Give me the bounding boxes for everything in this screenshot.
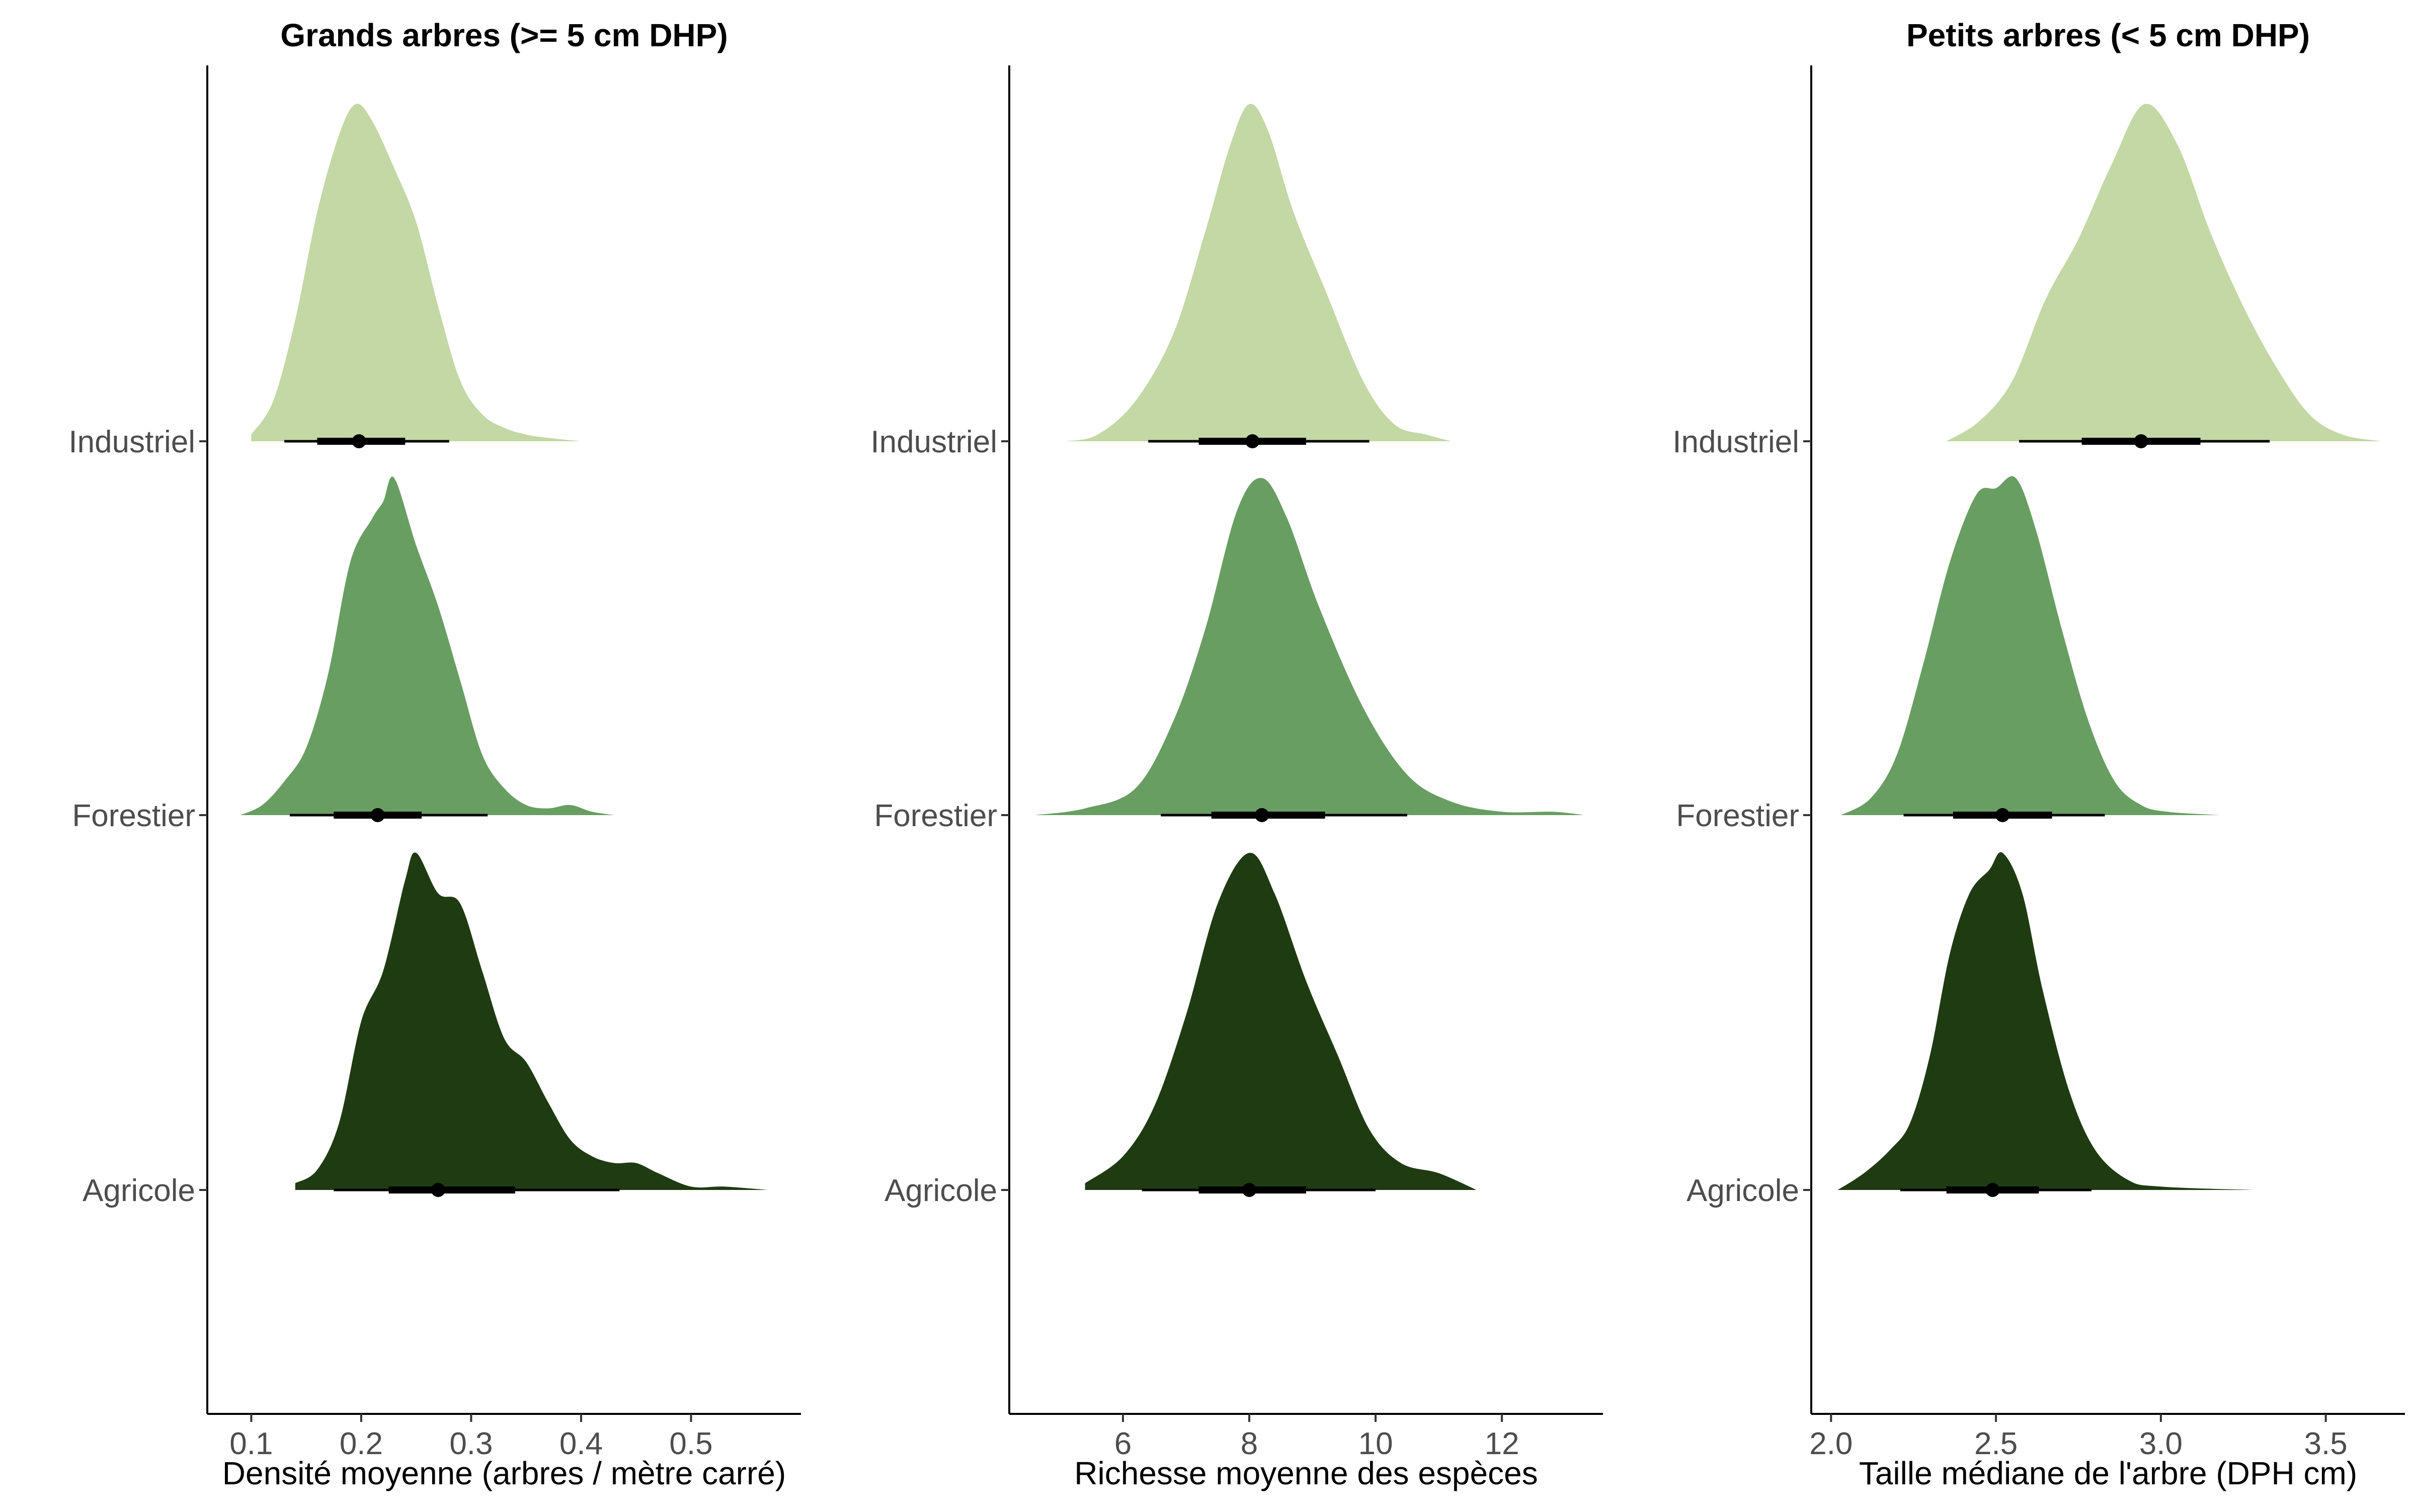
x-tick-label: 2.5 <box>1974 1426 2018 1461</box>
median-point-forestier <box>1995 808 2010 822</box>
category-label-forestier: Forestier <box>72 799 195 833</box>
x-tick-label: 12 <box>1485 1426 1519 1461</box>
median-point-agricole <box>1242 1183 1257 1197</box>
median-point-forestier <box>370 808 385 822</box>
density-ridge-forestier <box>1034 478 1584 815</box>
median-point-agricole <box>1985 1183 2000 1197</box>
x-axis-title: Richesse moyenne des espèces <box>1074 1455 1538 1491</box>
x-tick-label: 3.0 <box>2139 1426 2183 1461</box>
panel-title: Grands arbres (>= 5 cm DHP) <box>280 17 728 53</box>
category-label-forestier: Forestier <box>1676 799 1799 833</box>
density-ridge-industriel <box>1946 104 2382 441</box>
median-point-forestier <box>1255 808 1269 822</box>
x-tick-label: 0.5 <box>669 1426 712 1461</box>
x-tick-label: 10 <box>1358 1426 1393 1461</box>
density-ridge-forestier <box>240 476 614 815</box>
category-label-agricole: Agricole <box>1686 1173 1799 1208</box>
category-label-agricole: Agricole <box>83 1173 195 1208</box>
x-axis-title: Taille médiane de l'arbre (DPH cm) <box>1859 1455 2357 1491</box>
median-point-industriel <box>2134 434 2148 448</box>
category-label-agricole: Agricole <box>884 1173 997 1208</box>
category-label-forestier: Forestier <box>874 799 997 833</box>
panel-title: Petits arbres (< 5 cm DHP) <box>1906 17 2310 53</box>
median-point-agricole <box>431 1183 445 1197</box>
x-tick-label: 0.4 <box>559 1426 603 1461</box>
category-label-industriel: Industriel <box>870 425 997 459</box>
median-point-industriel <box>1245 434 1260 448</box>
density-ridge-industriel <box>1066 104 1452 441</box>
category-label-industriel: Industriel <box>68 425 195 459</box>
category-label-industriel: Industriel <box>1672 425 1799 459</box>
median-point-industriel <box>352 434 366 448</box>
x-tick-label: 6 <box>1114 1426 1132 1461</box>
x-tick-label: 0.3 <box>449 1426 493 1461</box>
density-ridge-industriel <box>251 104 581 441</box>
x-tick-label: 0.2 <box>340 1426 383 1461</box>
x-tick-label: 2.0 <box>1809 1426 1853 1461</box>
density-ridge-forestier <box>1841 476 2220 815</box>
x-axis-title: Densité moyenne (arbres / mètre carré) <box>222 1455 786 1491</box>
density-ridge-agricole <box>295 852 768 1190</box>
density-ridge-agricole <box>1837 852 2253 1190</box>
x-tick-label: 8 <box>1241 1426 1258 1461</box>
x-tick-label: 3.5 <box>2304 1426 2348 1461</box>
x-tick-label: 0.1 <box>229 1426 273 1461</box>
density-ridge-agricole <box>1085 852 1477 1190</box>
